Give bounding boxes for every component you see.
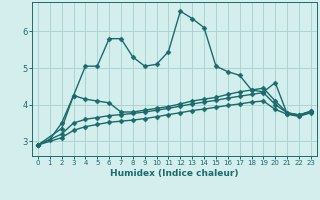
X-axis label: Humidex (Indice chaleur): Humidex (Indice chaleur): [110, 169, 239, 178]
